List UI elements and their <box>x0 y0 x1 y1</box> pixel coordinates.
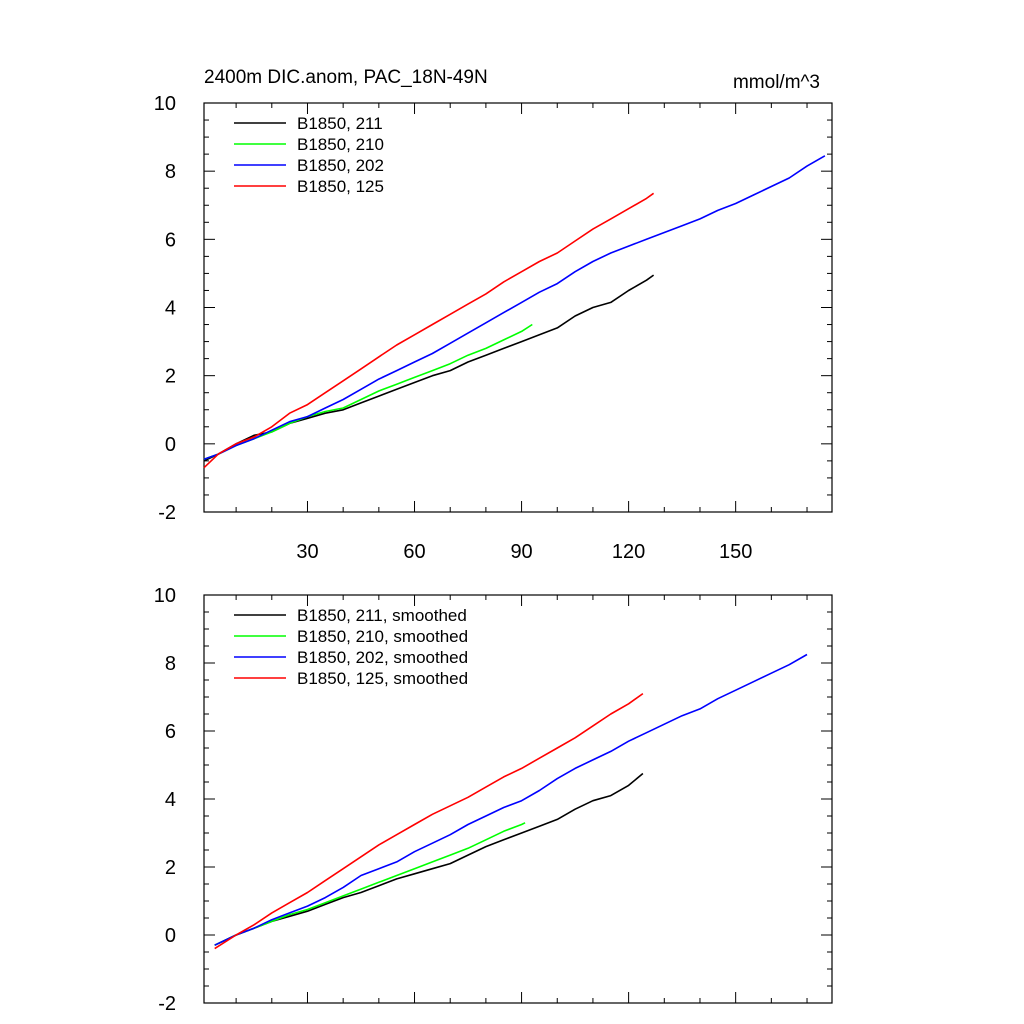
top-panel: 2400m DIC.anom, PAC_18N-49N mmol/m^3 -2 0… <box>154 67 833 563</box>
legend-label-3: B1850, 125, smoothed <box>297 669 468 688</box>
top-panel-units: mmol/m^3 <box>733 72 820 93</box>
top-panel-axes: -2 0 2 4 6 8 10 30 60 90 120 150 <box>154 93 833 563</box>
top-panel-series <box>203 155 826 469</box>
series-line-2 <box>214 653 808 946</box>
legend-label-2: B1850, 202 <box>297 156 384 175</box>
legend-label-3: B1850, 125 <box>297 177 384 196</box>
y-tick-label: -2 <box>158 993 176 1015</box>
series-line-1 <box>214 822 526 946</box>
y-tick-label: 10 <box>154 93 176 115</box>
top-panel-title: 2400m DIC.anom, PAC_18N-49N <box>204 67 488 88</box>
series-line-2 <box>203 155 826 460</box>
y-tick-label: -2 <box>158 502 176 524</box>
y-tick-label: 0 <box>165 925 176 947</box>
x-tick-label: 120 <box>612 541 645 563</box>
y-tick-label: 2 <box>165 366 176 388</box>
y-tick-label: 8 <box>165 653 176 675</box>
legend-label-1: B1850, 210 <box>297 135 384 154</box>
bottom-panel-legend: B1850, 211, smoothed B1850, 210, smoothed… <box>234 606 468 688</box>
bottom-panel-series <box>214 653 808 950</box>
bottom-panel-axes: -2 0 2 4 6 8 10 <box>154 585 833 1015</box>
series-line-0 <box>214 772 644 946</box>
legend-label-1: B1850, 210, smoothed <box>297 627 468 646</box>
y-tick-label: 6 <box>165 721 176 743</box>
y-tick-label: 4 <box>165 789 176 811</box>
x-tick-label: 60 <box>403 541 425 563</box>
x-tick-label: 150 <box>719 541 752 563</box>
x-tick-label: 30 <box>296 541 318 563</box>
y-tick-label: 4 <box>165 298 176 320</box>
legend-label-2: B1850, 202, smoothed <box>297 648 468 667</box>
y-tick-label: 10 <box>154 585 176 607</box>
bottom-panel: -2 0 2 4 6 8 10 B1850, 211, smoothed B1850, 210… <box>154 585 833 1015</box>
y-tick-label: 0 <box>165 434 176 456</box>
x-tick-label: 90 <box>510 541 532 563</box>
y-tick-label: 8 <box>165 161 176 183</box>
series-line-3 <box>214 692 644 950</box>
legend-label-0: B1850, 211 <box>297 114 383 133</box>
series-line-3 <box>203 192 655 469</box>
series-line-0 <box>203 274 655 462</box>
y-tick-label: 2 <box>165 857 176 879</box>
legend-label-0: B1850, 211, smoothed <box>297 606 467 625</box>
y-tick-label: 6 <box>165 229 176 251</box>
top-panel-legend: B1850, 211 B1850, 210 B1850, 202 B1850, 125 <box>234 114 384 196</box>
